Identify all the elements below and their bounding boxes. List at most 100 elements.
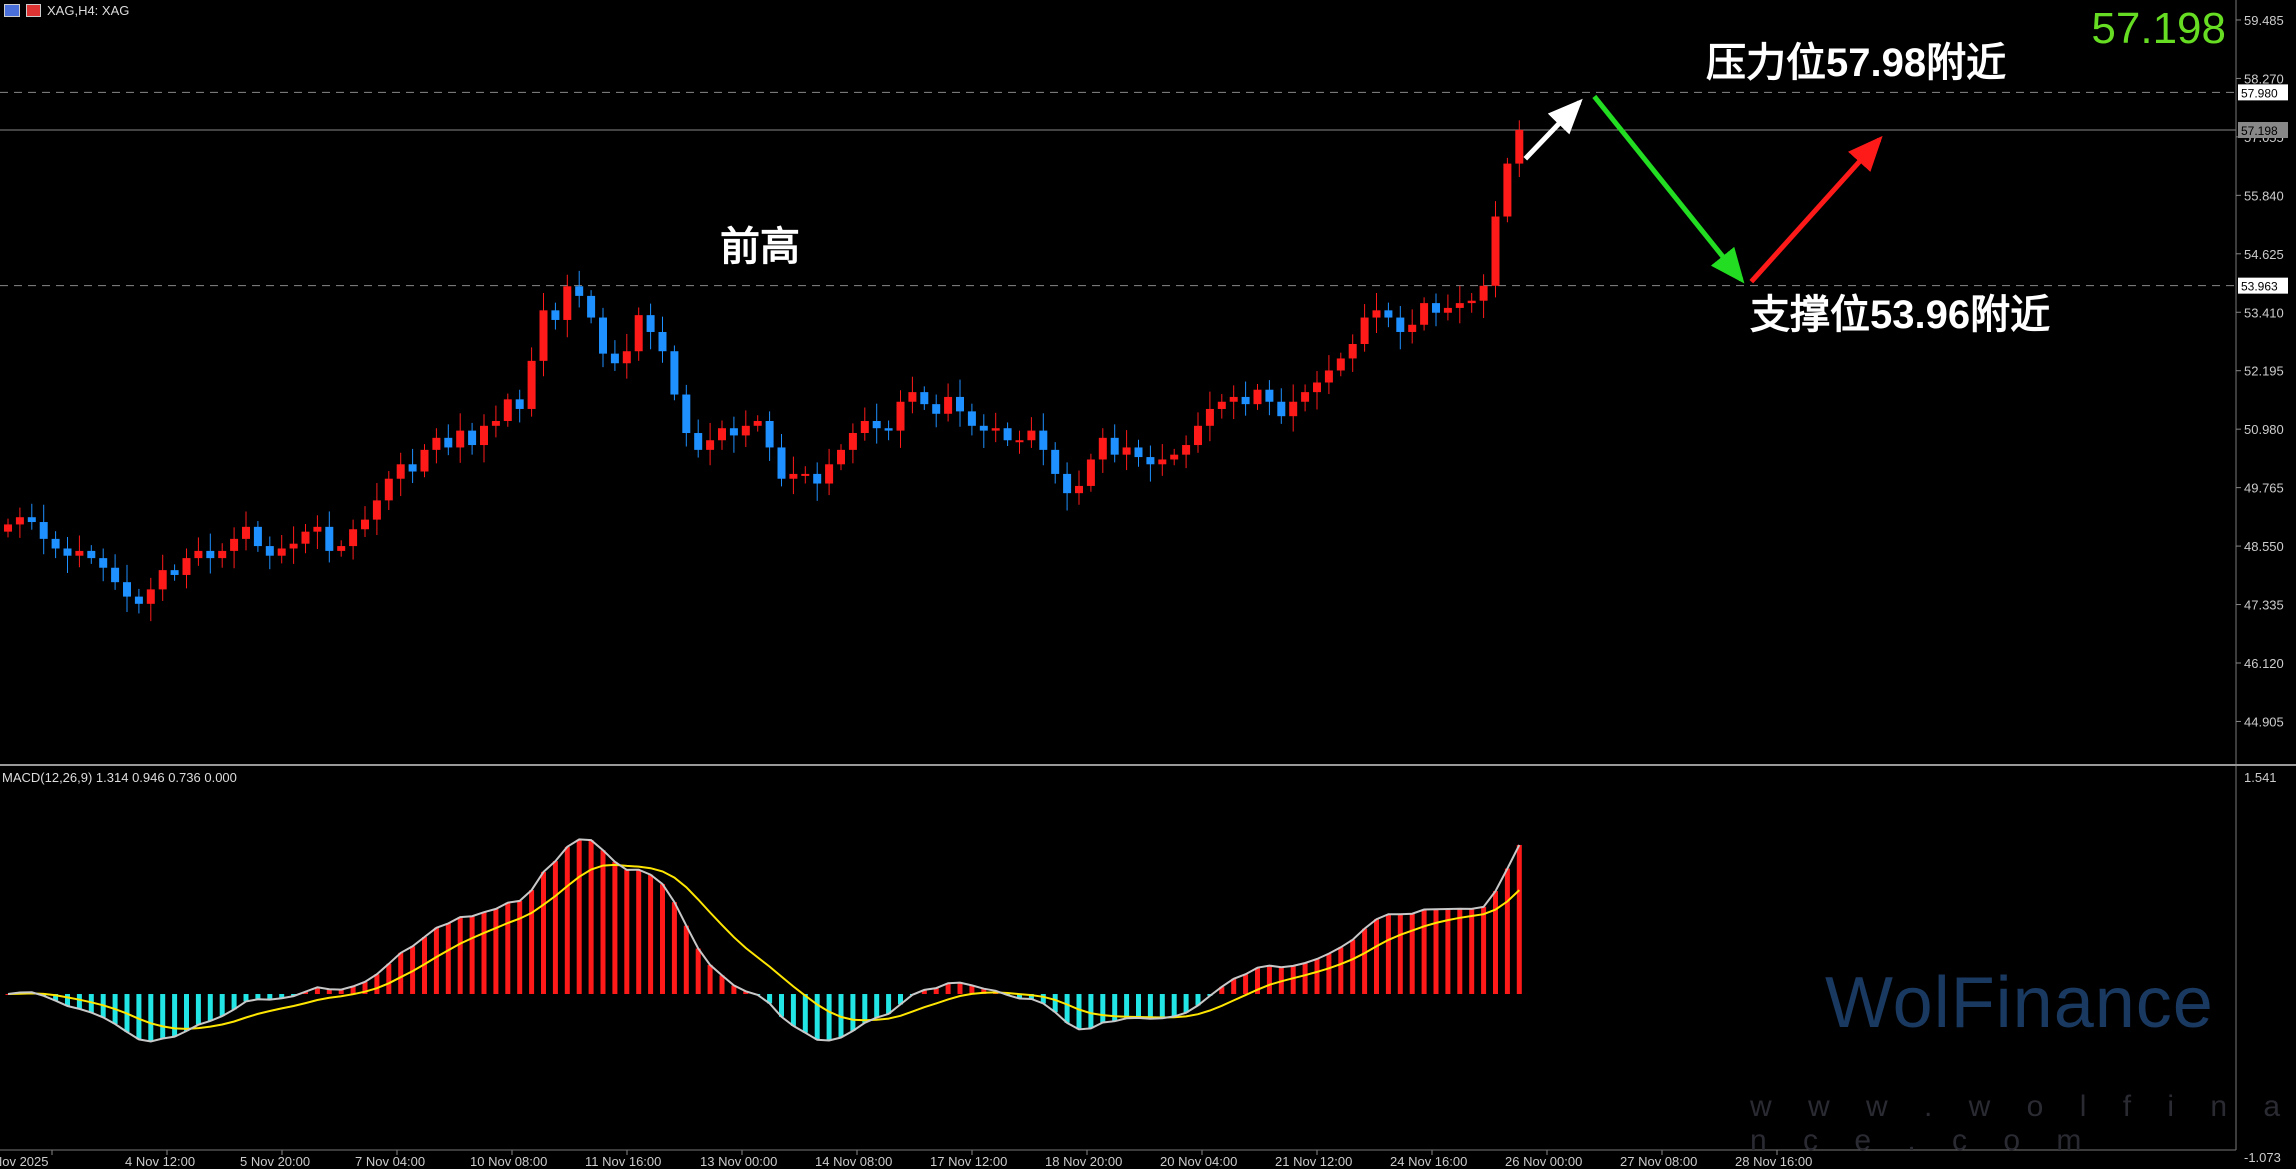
candle — [1455, 285, 1464, 324]
candle — [682, 384, 691, 447]
candle-body — [789, 473, 798, 479]
candle — [27, 503, 36, 530]
candle — [813, 462, 822, 501]
candle-body — [634, 315, 643, 352]
candle — [1122, 430, 1131, 471]
macd-histogram-bar — [184, 994, 189, 1032]
candle-body — [872, 420, 881, 429]
macd-histogram-bar — [945, 983, 951, 995]
macd-panel: 1.541 -1.073 — [5, 770, 2281, 1165]
candle-body — [551, 310, 560, 320]
macd-histogram-bar — [767, 994, 773, 1004]
macd-histogram-bar — [76, 994, 82, 1009]
candle-body — [182, 558, 191, 575]
candle — [1515, 120, 1524, 178]
candle — [1182, 435, 1191, 469]
candle-body — [75, 550, 84, 556]
candle-body — [1277, 401, 1286, 417]
macd-histogram-bar — [350, 986, 356, 995]
candle — [920, 386, 929, 410]
macd-histogram-bar — [445, 923, 451, 995]
candle-body — [1098, 437, 1107, 460]
candle-body — [1075, 485, 1083, 494]
price-tag-label: 57.980 — [2241, 86, 2278, 100]
candle-body — [1301, 392, 1310, 402]
candle — [1194, 412, 1202, 453]
candle — [1075, 470, 1083, 505]
candle — [872, 403, 881, 444]
candle-body — [932, 404, 941, 414]
candle-body — [1229, 396, 1238, 402]
candle-body — [337, 546, 346, 551]
macd-histogram-bar — [481, 912, 487, 995]
macd-histogram-bar — [1028, 994, 1034, 1000]
candle-body — [1455, 303, 1464, 308]
candle — [587, 290, 596, 324]
candle — [575, 270, 584, 308]
macd-histogram-bar — [802, 994, 808, 1033]
macd-histogram-bar — [493, 908, 499, 995]
candle — [349, 519, 358, 560]
candle — [848, 423, 857, 464]
candle-body — [563, 286, 572, 320]
candle-body — [515, 399, 524, 409]
macd-histogram-bar — [53, 994, 59, 1001]
candle-body — [753, 420, 762, 426]
candle — [729, 416, 738, 453]
candle-body — [599, 317, 607, 354]
candle — [1217, 394, 1226, 419]
macd-histogram-bar — [1385, 914, 1391, 995]
macd-histogram-bar — [1064, 994, 1070, 1023]
macd-histogram-bar — [255, 994, 261, 1000]
macd-histogram-bar — [612, 861, 618, 995]
candle — [670, 345, 679, 401]
macd-histogram-bar — [790, 994, 796, 1026]
macd-histogram-bar — [1243, 974, 1249, 995]
macd-histogram-bar — [1231, 978, 1237, 995]
macd-histogram-bar — [148, 994, 154, 1042]
candle-body — [646, 315, 655, 332]
candle — [944, 383, 953, 422]
forecast-arrows — [1523, 94, 1883, 284]
candle — [1027, 417, 1036, 448]
macd-histogram-bar — [695, 948, 701, 995]
time-tick-label: 3 Nov 2025 — [0, 1154, 49, 1169]
chart-header: XAG,H4: XAG — [4, 3, 129, 18]
candle-body — [123, 582, 131, 597]
macd-histogram-bar — [160, 994, 166, 1039]
candle-body — [1515, 129, 1524, 164]
candle-body — [253, 526, 262, 547]
macd-histogram-bar — [1493, 891, 1498, 995]
candle — [361, 506, 369, 537]
price-tag-box — [2238, 277, 2288, 294]
candle — [658, 316, 667, 363]
candle-body — [325, 526, 334, 551]
candle — [230, 527, 239, 569]
candle — [301, 523, 310, 554]
macd-histogram-bar — [1433, 909, 1439, 995]
time-tick-label: 26 Nov 00:00 — [1505, 1154, 1582, 1169]
macd-histogram-bar — [1266, 965, 1272, 995]
candle — [1491, 201, 1500, 298]
candle-body — [1182, 445, 1191, 455]
candle-body — [1265, 389, 1274, 402]
candle — [1265, 380, 1274, 416]
candle-body — [218, 550, 227, 559]
support-annotation: 支撑位53.96附近 — [1750, 282, 2050, 340]
candle-body — [1396, 317, 1405, 332]
candle — [1443, 294, 1452, 321]
macd-histogram-bar — [267, 994, 273, 1000]
macd-histogram-bar — [314, 987, 320, 995]
candle — [908, 376, 917, 414]
candle-body — [813, 473, 822, 484]
price-tick-label: 55.840 — [2244, 188, 2284, 203]
macd-histogram-bar — [921, 989, 927, 995]
candle-body — [1170, 454, 1179, 460]
candle-body — [967, 411, 976, 426]
candle — [1063, 462, 1072, 511]
candle-body — [1336, 358, 1345, 371]
candle-body — [694, 433, 703, 450]
candle-body — [575, 286, 584, 296]
macd-histogram-bar — [362, 981, 368, 995]
macd-histogram-bar — [826, 994, 832, 1041]
